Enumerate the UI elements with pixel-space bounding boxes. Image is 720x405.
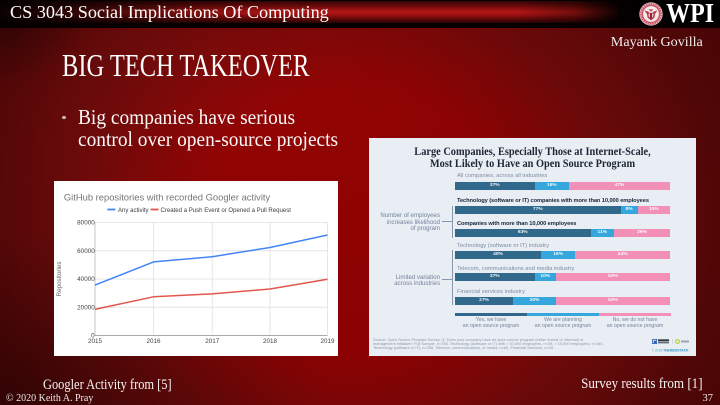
svg-text:2016: 2016 [146, 338, 161, 345]
svg-text:Repositories: Repositories [56, 262, 63, 297]
svg-text:2018: 2018 [263, 338, 278, 345]
svg-text:Created a Push Event or Opened: Created a Push Event or Opened a Pull Re… [161, 208, 292, 214]
svg-text:2015: 2015 [88, 338, 103, 345]
svg-text:2019: 2019 [320, 338, 335, 345]
svg-text:40000: 40000 [77, 276, 95, 283]
svg-text:2017: 2017 [205, 338, 220, 345]
svg-text:60000: 60000 [77, 248, 95, 255]
svg-text:GitHub repositories with recor: GitHub repositories with recorded Google… [64, 191, 271, 202]
svg-text:© 2018 THENEWSTACK: © 2018 THENEWSTACK [652, 348, 689, 352]
svg-text:80000: 80000 [77, 220, 95, 227]
svg-text:20000: 20000 [77, 304, 95, 311]
svg-text:0: 0 [91, 333, 95, 340]
svg-text:Any activity: Any activity [118, 208, 150, 214]
